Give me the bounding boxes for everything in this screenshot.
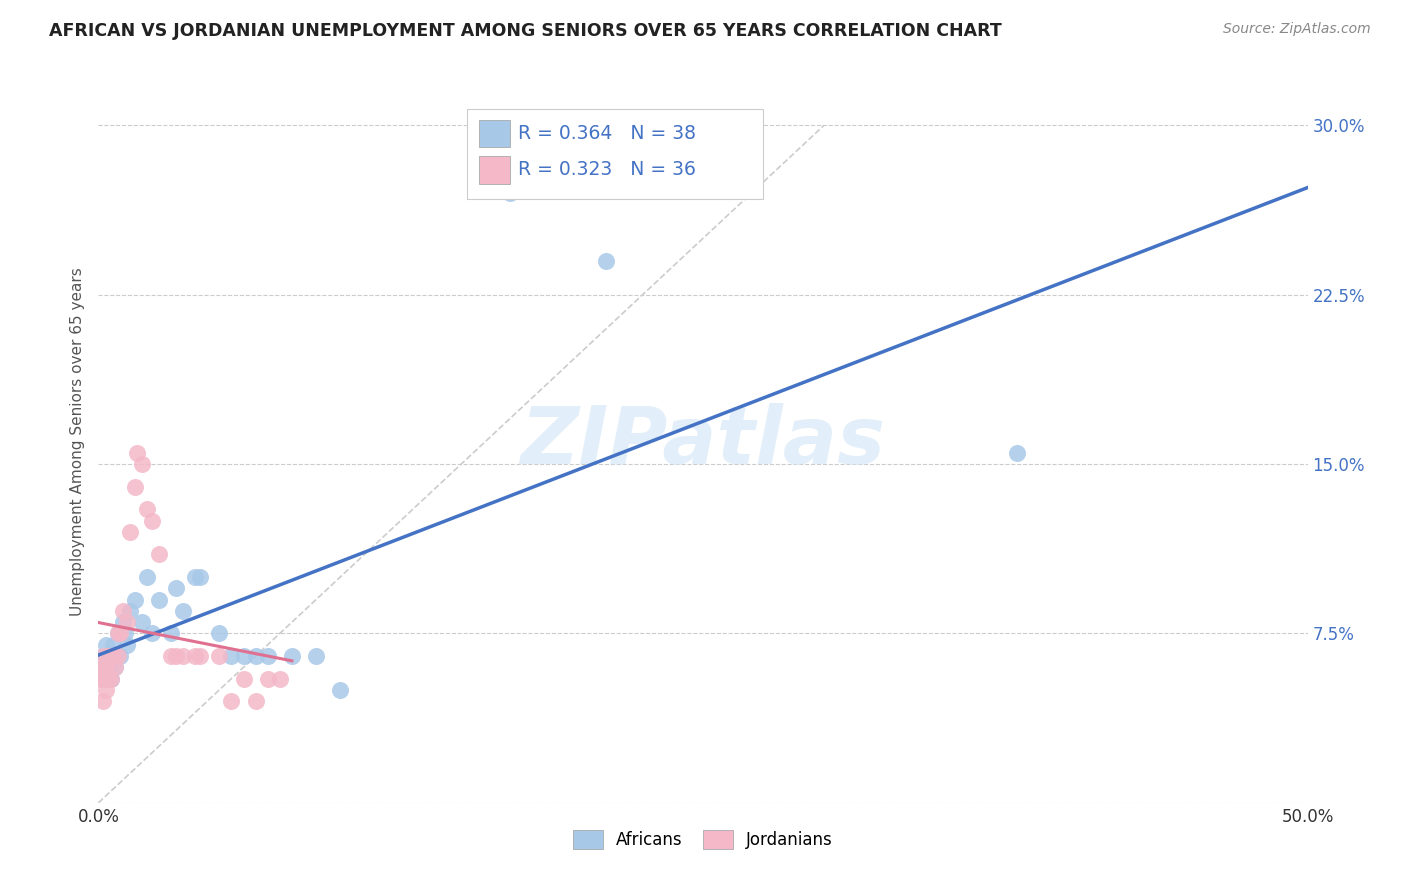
Point	[94, 638, 117, 652]
Point	[172, 604, 194, 618]
Point	[91, 648, 114, 663]
Point	[135, 502, 157, 516]
Point	[127, 446, 149, 460]
Point	[104, 660, 127, 674]
Point	[90, 672, 112, 686]
Point	[108, 626, 131, 640]
Text: R = 0.364   N = 38: R = 0.364 N = 38	[517, 124, 696, 144]
Point	[131, 457, 153, 471]
Point	[232, 648, 254, 663]
FancyBboxPatch shape	[479, 120, 509, 147]
Point	[97, 648, 120, 663]
Point	[1007, 446, 1029, 460]
Point	[100, 672, 122, 686]
Point	[124, 592, 146, 607]
Point	[148, 592, 170, 607]
Point	[107, 648, 129, 663]
Point	[498, 186, 520, 201]
Point	[245, 648, 267, 663]
Point	[208, 626, 231, 640]
FancyBboxPatch shape	[467, 109, 763, 200]
Point	[100, 648, 122, 663]
Point	[141, 626, 163, 640]
Point	[184, 648, 207, 663]
Point	[90, 660, 112, 674]
Point	[101, 648, 124, 663]
Point	[111, 615, 134, 630]
Point	[165, 582, 187, 596]
Point	[269, 672, 291, 686]
Point	[108, 648, 131, 663]
Point	[94, 660, 117, 674]
Point	[172, 648, 194, 663]
Point	[97, 672, 120, 686]
Point	[188, 570, 211, 584]
Point	[104, 660, 127, 674]
Point	[256, 672, 278, 686]
Point	[107, 626, 129, 640]
Point	[91, 672, 114, 686]
Text: R = 0.323   N = 36: R = 0.323 N = 36	[517, 161, 696, 179]
Point	[160, 648, 183, 663]
Point	[188, 648, 211, 663]
Point	[595, 253, 617, 268]
Point	[91, 672, 114, 686]
Text: ZIPatlas: ZIPatlas	[520, 402, 886, 481]
Point	[101, 638, 124, 652]
Point	[329, 682, 352, 697]
Point	[148, 548, 170, 562]
Point	[107, 626, 129, 640]
Point	[305, 648, 328, 663]
Point	[97, 660, 120, 674]
Point	[221, 648, 243, 663]
Point	[281, 648, 304, 663]
Point	[94, 660, 117, 674]
Point	[256, 648, 278, 663]
Point	[221, 694, 243, 708]
Point	[100, 648, 122, 663]
Point	[117, 638, 139, 652]
Point	[118, 604, 141, 618]
Point	[141, 514, 163, 528]
Point	[118, 524, 141, 539]
Point	[208, 648, 231, 663]
FancyBboxPatch shape	[479, 156, 509, 184]
Point	[90, 672, 112, 686]
Point	[232, 672, 254, 686]
Point	[184, 570, 207, 584]
Point	[165, 648, 187, 663]
Point	[91, 648, 114, 663]
Legend: Africans, Jordanians: Africans, Jordanians	[567, 823, 839, 856]
Text: Source: ZipAtlas.com: Source: ZipAtlas.com	[1223, 22, 1371, 37]
Point	[131, 615, 153, 630]
Point	[245, 694, 267, 708]
Point	[100, 672, 122, 686]
Point	[114, 626, 136, 640]
Point	[111, 604, 134, 618]
Point	[135, 570, 157, 584]
Point	[124, 480, 146, 494]
Y-axis label: Unemployment Among Seniors over 65 years: Unemployment Among Seniors over 65 years	[70, 268, 86, 615]
Point	[160, 626, 183, 640]
Point	[91, 694, 114, 708]
Point	[90, 660, 112, 674]
Point	[117, 615, 139, 630]
Text: AFRICAN VS JORDANIAN UNEMPLOYMENT AMONG SENIORS OVER 65 YEARS CORRELATION CHART: AFRICAN VS JORDANIAN UNEMPLOYMENT AMONG …	[49, 22, 1002, 40]
Point	[94, 682, 117, 697]
